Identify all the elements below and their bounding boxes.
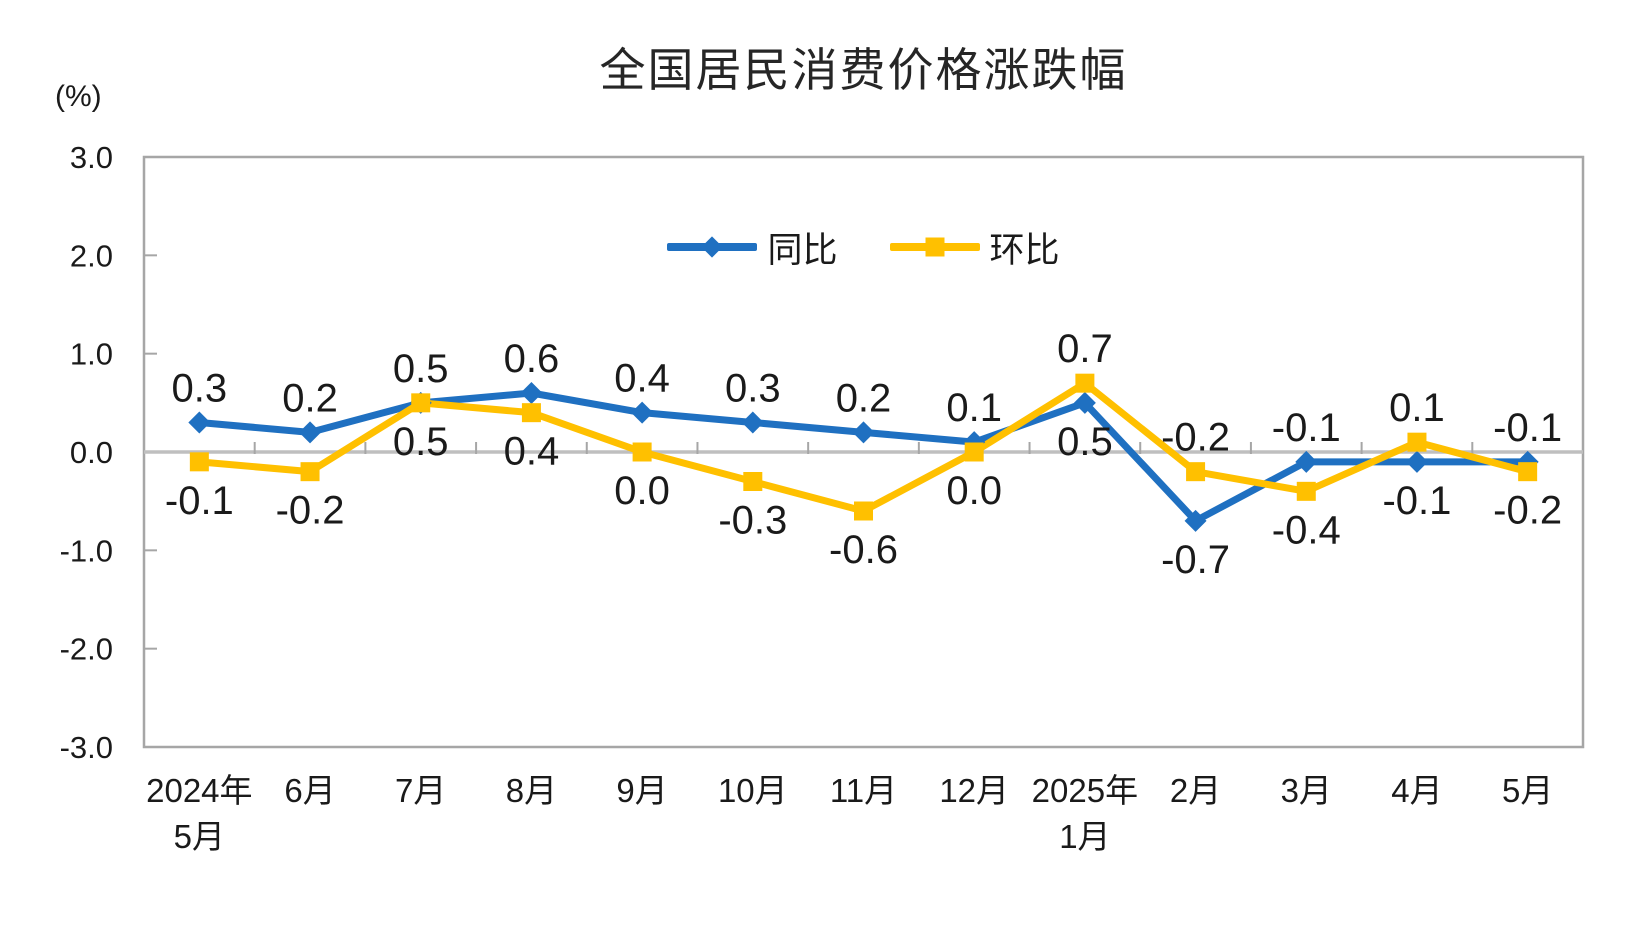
legend: 同比 环比 [144,222,1583,272]
data-label: 0.0 [614,469,670,513]
data-point-square [189,452,209,472]
data-label: -0.2 [1161,416,1230,460]
y-tick-label: -2.0 [60,632,113,667]
data-label: -0.1 [165,479,234,523]
y-tick-label: 3.0 [70,140,113,175]
data-label: 0.5 [393,347,449,391]
data-point-square [964,442,984,462]
data-label: 0.1 [1389,386,1445,430]
data-point-square [411,393,431,413]
data-label: 0.7 [1057,327,1113,371]
data-label: 0.1 [946,386,1002,430]
y-tick-label: -1.0 [60,533,113,568]
data-label: -0.2 [1493,489,1562,533]
x-tick-label: 2025年 [1032,772,1138,809]
tongbi-line-icon [667,236,758,258]
data-point-diamond [1184,509,1207,532]
data-point-square [1407,432,1427,452]
chart-title: 全国居民消费价格涨跌幅 [599,44,1128,96]
data-label: -0.7 [1161,538,1230,582]
x-tick-label: 2月 [1170,772,1221,809]
data-label: 0.2 [836,376,892,420]
x-tick-label: 2024年 [146,772,252,809]
data-label: -0.6 [829,528,898,572]
data-point-square [632,442,652,462]
data-point-diamond [852,421,875,444]
huanbi-line-icon [889,237,980,257]
y-tick-label: -3.0 [60,730,113,765]
x-tick-label: 5月 [1502,772,1553,809]
x-tick-label: 4月 [1391,772,1442,809]
data-label: 0.6 [504,337,560,381]
data-label: 0.5 [1057,420,1113,464]
data-label: -0.2 [276,489,345,533]
x-tick-label: 1月 [1059,818,1110,855]
data-point-diamond [1073,391,1096,414]
data-point-diamond [1405,450,1428,473]
data-label: 0.4 [614,357,670,401]
data-point-square [854,501,873,521]
data-label: 0.0 [946,469,1002,513]
x-tick-label: 7月 [395,772,446,809]
data-label: -0.4 [1272,508,1341,552]
data-label: 0.2 [282,376,338,420]
x-tick-label: 8月 [506,772,557,809]
x-tick-label: 10月 [718,772,788,809]
y-tick-label: 0.0 [70,435,113,470]
data-label: -0.1 [1382,479,1451,523]
x-tick-label: 5月 [174,818,225,855]
x-tick-label: 3月 [1281,772,1332,809]
data-label: -0.1 [1493,406,1562,450]
diamond-marker-icon [701,236,724,258]
data-point-diamond [1295,450,1318,473]
data-point-diamond [631,401,654,424]
x-tick-label: 11月 [830,772,897,809]
x-tick-label: 6月 [284,772,335,809]
data-point-square [1518,462,1538,482]
data-label: 0.4 [504,430,560,474]
data-label: 0.3 [172,367,228,411]
data-point-square [300,462,320,482]
data-point-diamond [741,411,764,434]
y-axis-unit-label: (%) [55,80,102,113]
data-label: 0.3 [725,367,781,411]
y-tick-label: 2.0 [70,238,113,273]
data-label: -0.1 [1272,406,1341,450]
data-point-square [1186,462,1206,482]
square-marker-icon [925,237,944,257]
legend-item-huanbi: 环比 [889,222,1060,273]
legend-item-tongbi: 同比 [667,222,838,273]
data-point-diamond [188,411,211,434]
data-point-square [521,403,541,423]
x-tick-label: 12月 [939,772,1009,809]
legend-label-tongbi: 同比 [767,230,838,270]
data-point-diamond [299,421,322,444]
data-point-square [1075,373,1095,393]
legend-label-huanbi: 环比 [989,230,1060,270]
data-point-diamond [520,382,543,404]
data-point-square [1296,481,1316,501]
x-tick-label: 9月 [616,772,667,809]
y-tick-label: 1.0 [70,337,113,372]
data-label: 0.5 [393,420,449,464]
data-label: -0.3 [718,499,787,543]
data-point-square [743,472,763,491]
